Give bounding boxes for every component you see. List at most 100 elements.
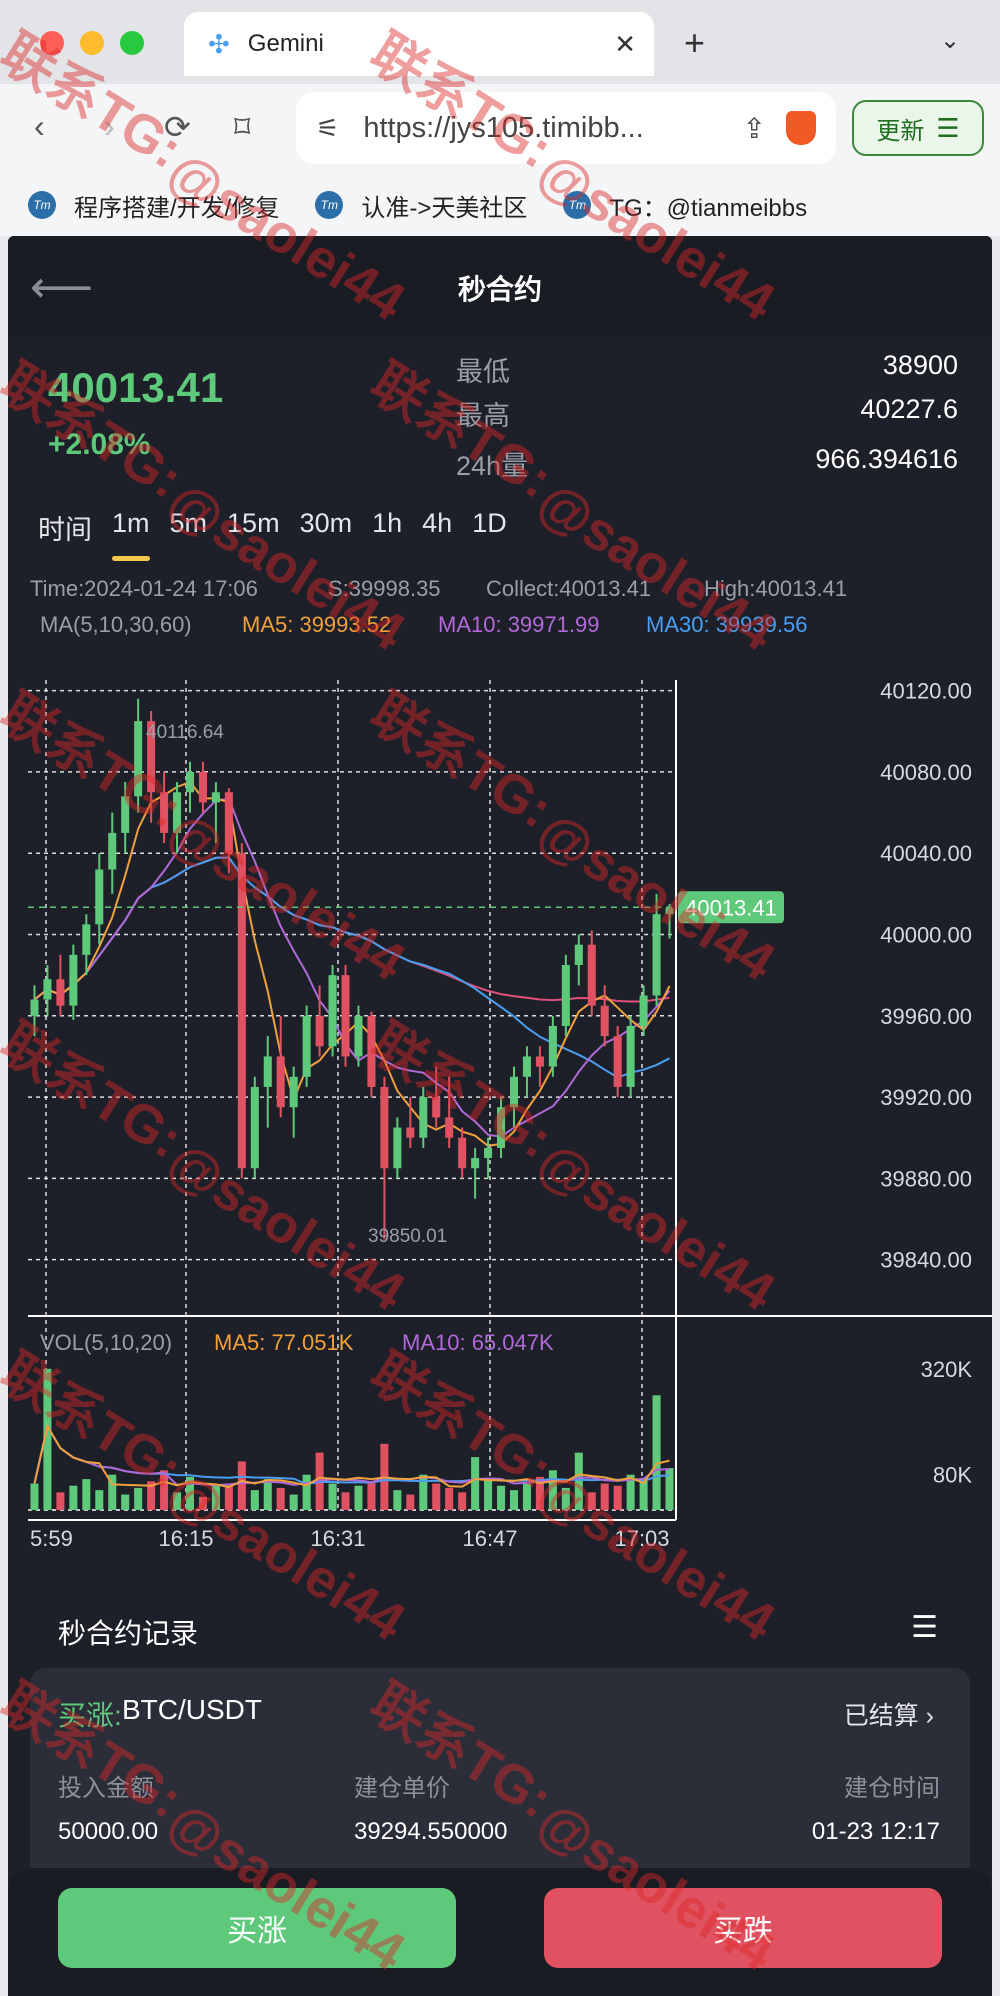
interval-tab[interactable]: 15m	[227, 508, 280, 538]
vol-legend-label: VOL(5,10,20)	[40, 1330, 172, 1355]
current-price-tag-label: 40013.41	[685, 895, 777, 920]
volume-bar	[522, 1483, 531, 1510]
interval-tab[interactable]: 4h	[422, 508, 453, 538]
candle-body	[639, 995, 648, 1026]
update-button[interactable]: 更新 ☰	[852, 100, 984, 156]
tm-logo-icon: Tm	[563, 191, 592, 219]
stat-low-label: 最低	[456, 357, 510, 387]
bookmark-item[interactable]: Tm 程序搭建/开发/修复	[28, 188, 279, 223]
url-text[interactable]: https://jys105.timibb...	[363, 111, 644, 144]
record-side: 买涨:	[58, 1700, 122, 1731]
volume-bar	[95, 1490, 104, 1510]
candle-body	[380, 1086, 389, 1169]
volume-bar	[302, 1474, 311, 1510]
candle-body	[302, 1015, 311, 1077]
ma30-legend: MA30: 39939.56	[646, 612, 807, 637]
volume-bar	[393, 1490, 402, 1510]
chevron-down-icon[interactable]: ⌄	[940, 27, 961, 54]
volume-bar	[56, 1492, 65, 1510]
volume-bar	[626, 1474, 635, 1510]
candle-body	[160, 792, 169, 833]
volume-bar	[82, 1479, 91, 1510]
record-value-amount: 50000.00	[58, 1818, 159, 1845]
stat-high-value: 40227.6	[860, 394, 958, 424]
vol-tick-label: 80K	[933, 1463, 972, 1488]
chevron-right-icon: ›	[925, 1702, 934, 1730]
buy-down-button[interactable]: 买跌	[544, 1888, 942, 1968]
volume-bar	[535, 1476, 544, 1510]
current-price: 40013.41	[48, 364, 224, 411]
gemini-tab-icon: ✣	[208, 28, 230, 59]
stat-low-value: 38900	[882, 350, 958, 380]
interval-tab[interactable]: 5m	[169, 508, 208, 538]
record-pair: BTC/USDT	[122, 1694, 262, 1725]
interval-tab[interactable]: 30m	[299, 508, 353, 538]
site-settings-icon[interactable]: ⚟	[316, 112, 340, 143]
kline-chart-svg: 40120.00 40080.00 40040.00 40000.00 39960.00…	[28, 576, 992, 1551]
bookmark-item[interactable]: Tm TG：@tianmeibbs	[563, 188, 807, 223]
volume-bar	[224, 1483, 233, 1510]
minimize-window-icon[interactable]	[80, 31, 104, 55]
candle-body	[185, 771, 195, 793]
interval-tab[interactable]: 时间	[38, 515, 92, 545]
ma10-line	[33, 797, 671, 1138]
candle-body	[328, 975, 337, 1047]
volume-bar	[484, 1479, 493, 1510]
vol-ma10-legend: MA10: 65.047K	[402, 1330, 554, 1355]
min-price-label: 39850.01	[368, 1226, 447, 1247]
candle-body	[95, 869, 104, 925]
interval-tab[interactable]: 1D	[472, 508, 507, 538]
candle-body	[484, 1147, 493, 1159]
volume-bar	[639, 1479, 648, 1510]
kline-chart[interactable]: 40120.00 40080.00 40040.00 40000.00 39960.00…	[16, 560, 992, 1551]
candle-body	[315, 1015, 324, 1047]
volume-bar	[147, 1481, 156, 1510]
candle-body	[30, 999, 39, 1016]
reload-icon[interactable]: ⟳	[164, 109, 191, 145]
records-title: 秒合约记录	[58, 1618, 199, 1649]
app-page: ⟵ 秒合约 40013.41 +2.08% 最低 38900 最高 40227.…	[8, 236, 992, 1996]
candle-body	[574, 944, 583, 965]
y-tick-label: 39960.00	[880, 1004, 972, 1029]
y-tick-label: 40040.00	[880, 841, 972, 866]
volume-bar	[600, 1483, 609, 1510]
close-window-icon[interactable]	[40, 31, 64, 55]
record-value-price: 39294.550000	[354, 1818, 508, 1845]
volume-bar	[30, 1483, 39, 1510]
record-status[interactable]: 已结算 ›	[844, 1696, 934, 1732]
brave-shields-icon[interactable]	[786, 111, 816, 145]
volume-bar	[471, 1457, 480, 1510]
ma5-legend: MA5: 39993.52	[242, 612, 391, 637]
bookmark-item[interactable]: Tm 认准->天美社区	[315, 188, 527, 223]
bookmark-icon[interactable]: ⌑	[234, 109, 251, 145]
candle-body	[121, 796, 130, 833]
forward-icon[interactable]: ›	[104, 108, 115, 144]
back-icon[interactable]: ‹	[34, 108, 45, 144]
candle-body	[535, 1056, 544, 1067]
record-label-price: 建仓单价	[354, 1775, 450, 1802]
interval-tab[interactable]: 1m	[112, 508, 150, 561]
candle-body	[587, 944, 596, 1006]
new-tab-icon[interactable]: +	[684, 22, 706, 63]
ma-legend-label: MA(5,10,30,60)	[40, 612, 192, 637]
back-arrow-icon[interactable]: ⟵	[30, 263, 94, 312]
volume-bar	[173, 1492, 182, 1510]
y-tick-label: 39920.00	[880, 1085, 972, 1110]
volume-bar	[354, 1485, 363, 1510]
address-bar[interactable]: ⚟ https://jys105.timibb... ⇪	[296, 92, 836, 164]
share-icon[interactable]: ⇪	[742, 112, 766, 144]
maximize-window-icon[interactable]	[120, 31, 144, 55]
volume-bar	[250, 1490, 259, 1510]
candle-body	[613, 1036, 622, 1087]
candle-body	[69, 954, 78, 1006]
volume-bar	[509, 1490, 519, 1510]
interval-tab[interactable]: 1h	[372, 508, 403, 538]
vol-ma20-line	[33, 1423, 670, 1486]
info-high: High:40013.41	[704, 576, 847, 601]
browser-tab[interactable]: ✣ Gemini ✕	[184, 12, 654, 76]
vol-tick-label: 320K	[921, 1357, 973, 1382]
list-menu-icon[interactable]: ☰	[911, 1611, 938, 1644]
close-tab-icon[interactable]: ✕	[614, 28, 636, 59]
buy-up-button[interactable]: 买涨	[58, 1888, 456, 1968]
volume-bar	[548, 1470, 557, 1510]
